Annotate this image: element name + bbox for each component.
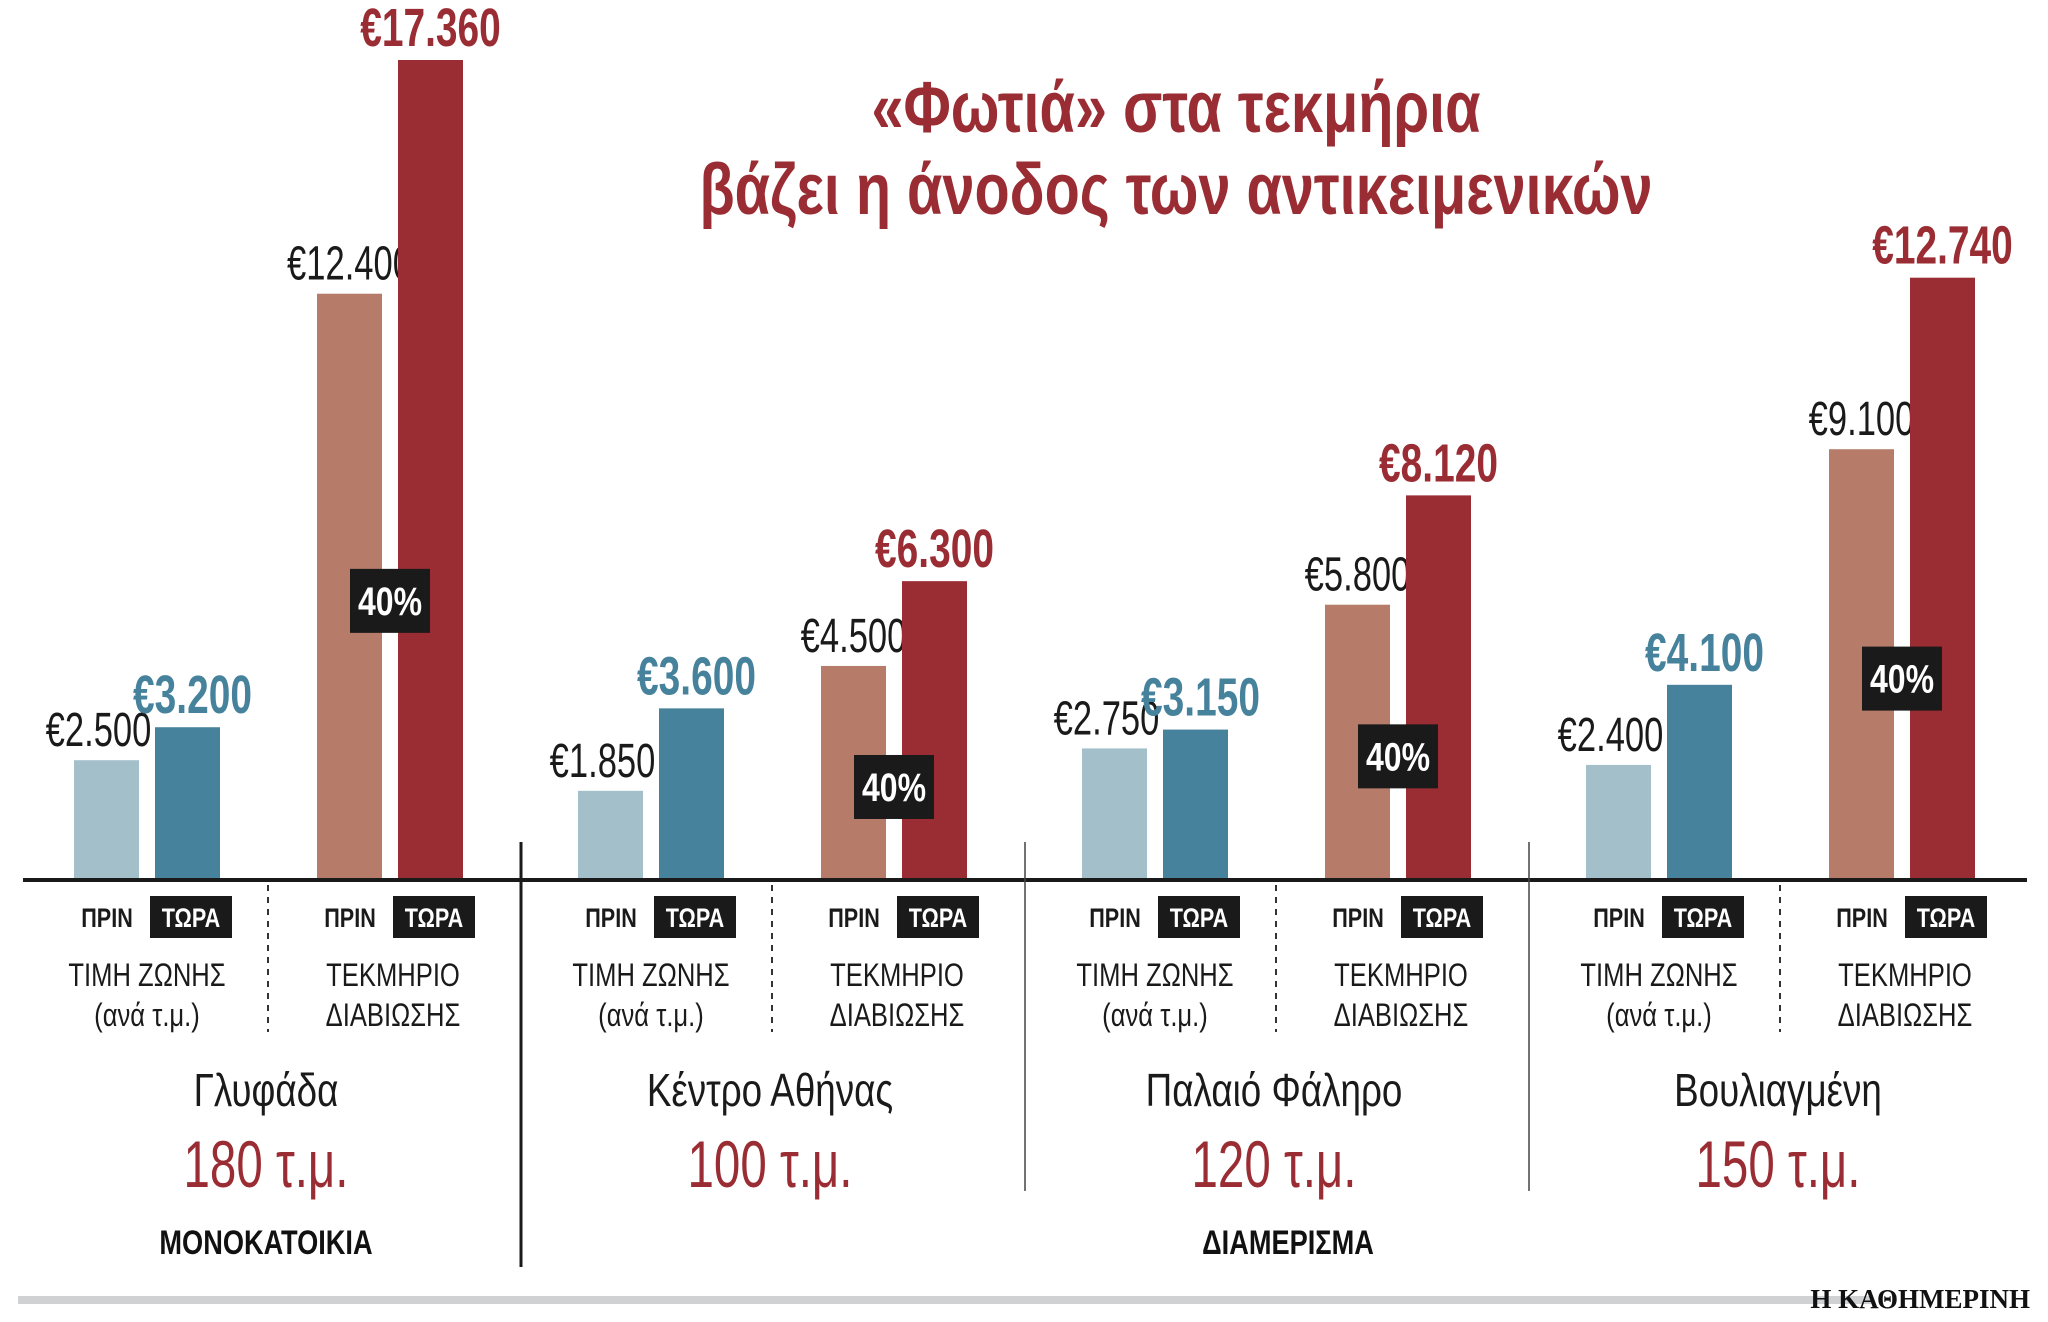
now-label: ΤΩΡΑ [666,904,725,934]
data-label-tek-now: €17.360 [360,0,501,57]
bar-tek-now [398,60,463,878]
data-label-zone-now: €3.200 [133,664,252,725]
now-label: ΤΩΡΑ [1170,904,1229,934]
data-label-tek-now: €6.300 [875,518,994,579]
bar-zone-now [155,727,220,878]
region-name: Κέντρο Αθήνας [647,1064,893,1116]
increase-badge [1862,646,1942,711]
before-label: ΠΡΙΝ [81,904,133,934]
category-label: (ανά τ.μ.) [1606,998,1712,1033]
before-label: ΠΡΙΝ [585,904,637,934]
bar-tek-now [902,581,967,878]
category-label: (ανά τ.μ.) [1102,998,1208,1033]
before-label: ΠΡΙΝ [828,904,880,934]
bar-zone-before [1082,748,1147,878]
now-label: ΤΩΡΑ [909,904,968,934]
data-label-zone-before: €2.500 [46,703,152,757]
category-label: ΤΙΜΗ ΖΩΝΗΣ [572,958,729,993]
data-label-tek-now: €8.120 [1379,432,1498,493]
region-name: Παλαιό Φάληρο [1146,1064,1403,1116]
category-label: ΤΙΜΗ ΖΩΝΗΣ [68,958,225,993]
region-area: 180 τ.μ. [183,1128,348,1201]
bar-tek-now [1910,277,1975,878]
now-label-box [150,896,232,938]
now-label-box [654,896,736,938]
region-name: Βουλιαγμένη [1674,1064,1882,1116]
category-label: ΔΙΑΒΙΩΣΗΣ [830,998,965,1033]
now-label-box [897,896,979,938]
data-label-zone-now: €3.150 [1141,666,1260,727]
category-label: ΔΙΑΒΙΩΣΗΣ [1334,998,1469,1033]
now-label: ΤΩΡΑ [405,904,464,934]
now-label: ΤΩΡΑ [1674,904,1733,934]
data-label-tek-now: €12.740 [1872,214,2013,275]
before-label: ΠΡΙΝ [324,904,376,934]
data-label-tek-before: €5.800 [1305,547,1411,601]
now-label-box [1158,896,1240,938]
before-label: ΠΡΙΝ [1332,904,1384,934]
region-area: 100 τ.μ. [687,1128,852,1201]
region-area: 150 τ.μ. [1695,1128,1860,1201]
category-label: ΔΙΑΒΙΩΣΗΣ [326,998,461,1033]
data-label-zone-before: €2.400 [1558,707,1664,761]
category-label: ΤΙΜΗ ΖΩΝΗΣ [1580,958,1737,993]
data-label-tek-before: €4.500 [801,608,907,662]
region-area: 120 τ.μ. [1191,1128,1356,1201]
bar-zone-before [74,760,139,878]
region-name: Γλυφάδα [194,1064,339,1116]
data-label-zone-before: €1.850 [550,733,656,787]
category-label: (ανά τ.μ.) [94,998,200,1033]
bar-zone-now [1667,684,1732,878]
chart-title-line-1: «Φωτιά» στα τεκμήρια [872,67,1481,148]
now-label-box [1662,896,1744,938]
data-label-zone-now: €4.100 [1645,621,1764,682]
bar-tek-now [1406,495,1471,878]
category-label: ΤΕΚΜΗΡΙΟ [326,958,460,993]
increase-badge [350,568,430,633]
before-label: ΠΡΙΝ [1593,904,1645,934]
bar-zone-now [659,708,724,878]
now-label-box [1401,896,1483,938]
before-label: ΠΡΙΝ [1836,904,1888,934]
property-type-label: ΜΟΝΟΚΑΤΟΙΚΙΑ [159,1223,372,1262]
category-label: ΤΕΚΜΗΡΙΟ [830,958,964,993]
now-label-box [393,896,475,938]
chart-title-line-2: βάζει η άνοδος των αντικειμενικών [699,149,1652,230]
before-label: ΠΡΙΝ [1089,904,1141,934]
property-type-label: ΔΙΑΜΕΡΙΣΜΑ [1202,1223,1374,1262]
increase-badge [854,754,934,819]
increase-badge [1358,724,1438,789]
footer-bar [18,1296,1872,1304]
category-label: ΤΙΜΗ ΖΩΝΗΣ [1076,958,1233,993]
brand-logo: Η ΚΑΘΗΜΕΡΙΝΗ [1810,1284,2030,1314]
increase-label: 40% [1870,656,1934,701]
category-label: (ανά τ.μ.) [598,998,704,1033]
bar-zone-before [1586,764,1651,878]
increase-label: 40% [358,578,422,623]
increase-label: 40% [1366,734,1430,779]
now-label-box [1905,896,1987,938]
now-label: ΤΩΡΑ [1413,904,1472,934]
data-label-zone-before: €2.750 [1054,691,1160,745]
data-label-zone-now: €3.600 [637,645,756,706]
now-label: ΤΩΡΑ [1917,904,1976,934]
increase-label: 40% [862,765,926,810]
bar-zone-before [578,790,643,878]
bar-zone-now [1163,729,1228,878]
data-label-tek-before: €9.100 [1809,392,1915,446]
category-label: ΤΕΚΜΗΡΙΟ [1334,958,1468,993]
data-label-tek-before: €12.400 [287,236,412,290]
category-label: ΤΕΚΜΗΡΙΟ [1838,958,1972,993]
category-label: ΔΙΑΒΙΩΣΗΣ [1838,998,1973,1033]
now-label: ΤΩΡΑ [162,904,221,934]
